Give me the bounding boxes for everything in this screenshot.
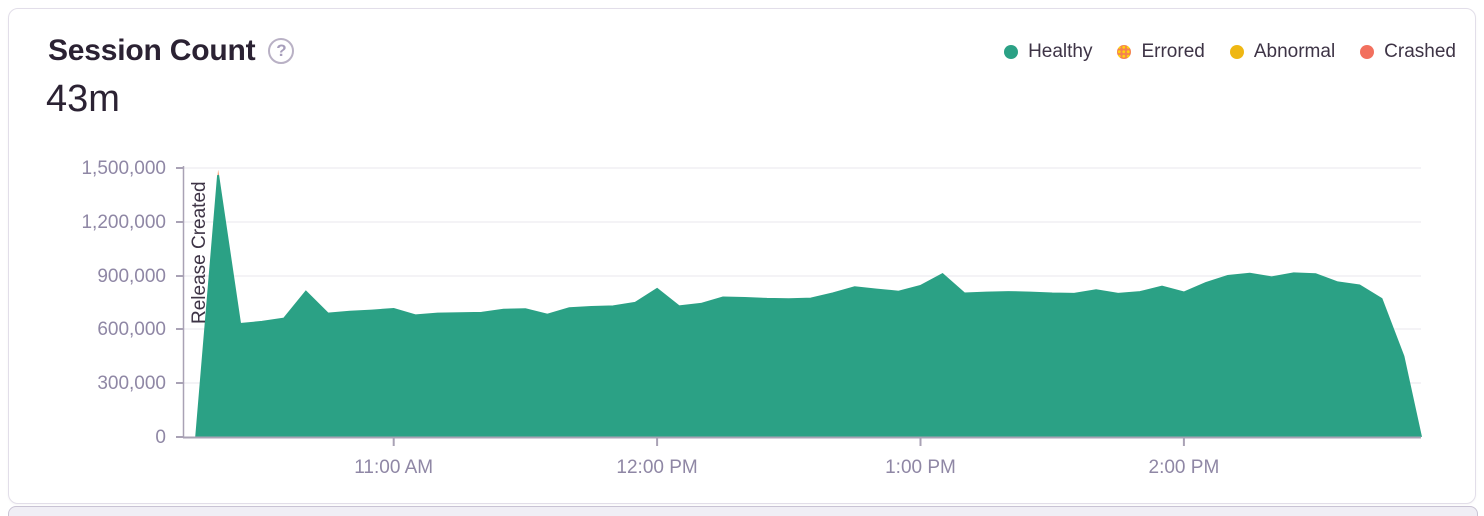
session-count-total: 43m xyxy=(46,78,120,120)
x-axis-label: 1:00 PM xyxy=(885,457,956,478)
healthy-dot-icon xyxy=(1004,45,1019,59)
legend-item-healthy[interactable]: Healthy xyxy=(1004,41,1092,63)
y-axis-label: 600,000 xyxy=(97,319,166,340)
crashed-dot-icon xyxy=(1360,45,1375,59)
healthy-line xyxy=(195,175,1422,438)
x-axis-label: 2:00 PM xyxy=(1149,457,1220,478)
y-axis-label: 900,000 xyxy=(97,266,166,287)
y-axis-label: 1,500,000 xyxy=(81,158,166,179)
chart-header: Session Count ? 43m xyxy=(46,34,295,121)
next-card-top-strip xyxy=(8,506,1478,516)
y-axis-label: 300,000 xyxy=(97,373,166,394)
healthy-area-series[interactable] xyxy=(196,175,1422,437)
page-title: Session Count xyxy=(48,34,256,67)
chart-legend: Healthy Errored Abnormal Crashed xyxy=(1004,41,1456,63)
y-axis-label: 0 xyxy=(155,427,166,448)
abnormal-dot-icon xyxy=(1229,45,1244,59)
legend-label: Abnormal xyxy=(1253,41,1336,62)
legend-item-crashed[interactable]: Crashed xyxy=(1360,41,1456,63)
legend-label: Errored xyxy=(1141,41,1205,62)
errored-dot-icon xyxy=(1117,45,1132,59)
legend-label: Crashed xyxy=(1384,41,1456,62)
legend-item-abnormal[interactable]: Abnormal xyxy=(1229,41,1336,63)
x-axis-label: 12:00 PM xyxy=(616,457,697,478)
release-created-annotation: Release Created xyxy=(189,181,210,324)
legend-item-errored[interactable]: Errored xyxy=(1117,41,1205,63)
y-axis-label: 1,200,000 xyxy=(81,212,166,233)
legend-label: Healthy xyxy=(1028,41,1093,62)
help-icon[interactable]: ? xyxy=(268,38,295,64)
x-axis-label: 11:00 AM xyxy=(354,457,433,478)
